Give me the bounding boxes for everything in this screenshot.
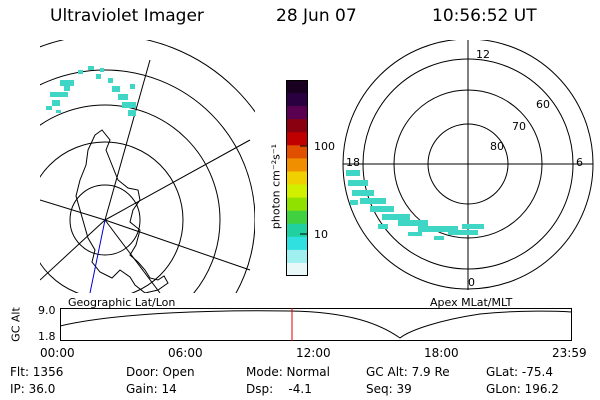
meridian-3	[104, 219, 251, 271]
dsp-value: Dsp: -4.1	[246, 382, 312, 396]
meridian-2	[104, 59, 151, 221]
glon-value: GLon: 196.2	[486, 382, 559, 396]
aurora-emission	[346, 170, 484, 240]
colorbar-tick-10: 10	[314, 228, 328, 241]
colorbar-segment	[286, 197, 308, 212]
colorbar-segment	[286, 171, 308, 186]
mlt-label-12: 12	[476, 48, 490, 61]
mlt-label-6: 6	[576, 156, 583, 169]
door-status: Door: Open	[126, 365, 195, 379]
colorbar-segment	[286, 145, 308, 159]
satellite-track	[89, 219, 106, 293]
time-tick-4: 23:59	[552, 346, 587, 360]
colorbar-segment	[286, 249, 308, 264]
colorbar-segment	[286, 106, 308, 120]
lat-circle-3	[40, 104, 221, 293]
alt-tick-bottom: 1.8	[38, 330, 56, 343]
alt-tick-top: 9.0	[38, 304, 56, 317]
gc-alt-axis-label: GC Alt	[9, 307, 23, 342]
instrument-title: Ultraviolet Imager	[50, 6, 204, 26]
lat-label-70: 70	[512, 120, 526, 133]
colorbar-segment	[286, 158, 308, 172]
sequence-value: Seq: 39	[366, 382, 412, 396]
lat-circle-4	[40, 69, 255, 293]
meridian-6	[40, 199, 106, 221]
lat-label-80: 80	[490, 140, 504, 153]
meridian-1	[104, 139, 251, 221]
glat-value: GLat: -75.4	[486, 365, 553, 379]
colorbar-segment	[286, 119, 308, 133]
lat-circle-5	[40, 40, 255, 113]
left-panel-label: Geographic Lat/Lon	[68, 296, 176, 309]
colorbar-segment	[286, 210, 308, 225]
mode-value: Mode: Normal	[246, 365, 330, 379]
colorbar-segment	[286, 236, 308, 251]
time-tick-2: 12:00	[296, 346, 331, 360]
lat-label-60: 60	[536, 98, 550, 111]
gain-value: Gain: 14	[126, 382, 177, 396]
ip-value: IP: 36.0	[10, 382, 56, 396]
meridian-5	[104, 219, 161, 293]
gc-alt-value: GC Alt: 7.9 Re	[366, 365, 450, 379]
flight-number: Flt: 1356	[10, 365, 64, 379]
altitude-plot	[60, 308, 572, 341]
time-tick-3: 18:00	[424, 346, 459, 360]
aurora-emission	[46, 66, 136, 116]
coastline	[75, 129, 169, 293]
colorbar-segment	[286, 80, 308, 94]
mlt-label-18: 18	[346, 156, 360, 169]
colorbar-segment	[286, 132, 308, 146]
colorbar	[286, 80, 308, 276]
colorbar-segment	[286, 93, 308, 107]
colorbar-segment	[286, 223, 308, 238]
colorbar-tick-100: 100	[314, 140, 335, 153]
colorbar-segment	[286, 184, 308, 199]
time-tick-1: 06:00	[168, 346, 203, 360]
time-tick-0: 00:00	[40, 346, 75, 360]
colorbar-segment	[286, 262, 308, 276]
lat-circle-1	[69, 184, 141, 256]
image-time: 10:56:52 UT	[432, 6, 537, 26]
lat-circle-2	[40, 141, 184, 293]
image-date: 28 Jun 07	[276, 6, 357, 26]
mlt-label-0: 0	[468, 276, 475, 289]
right-panel-label: Apex MLat/MLT	[430, 296, 513, 309]
magnetic-polar-plot	[342, 40, 594, 290]
colorbar-unit-label: photon cm⁻²s⁻¹	[269, 143, 283, 230]
geographic-map	[40, 40, 255, 293]
meridian-4	[40, 219, 106, 281]
